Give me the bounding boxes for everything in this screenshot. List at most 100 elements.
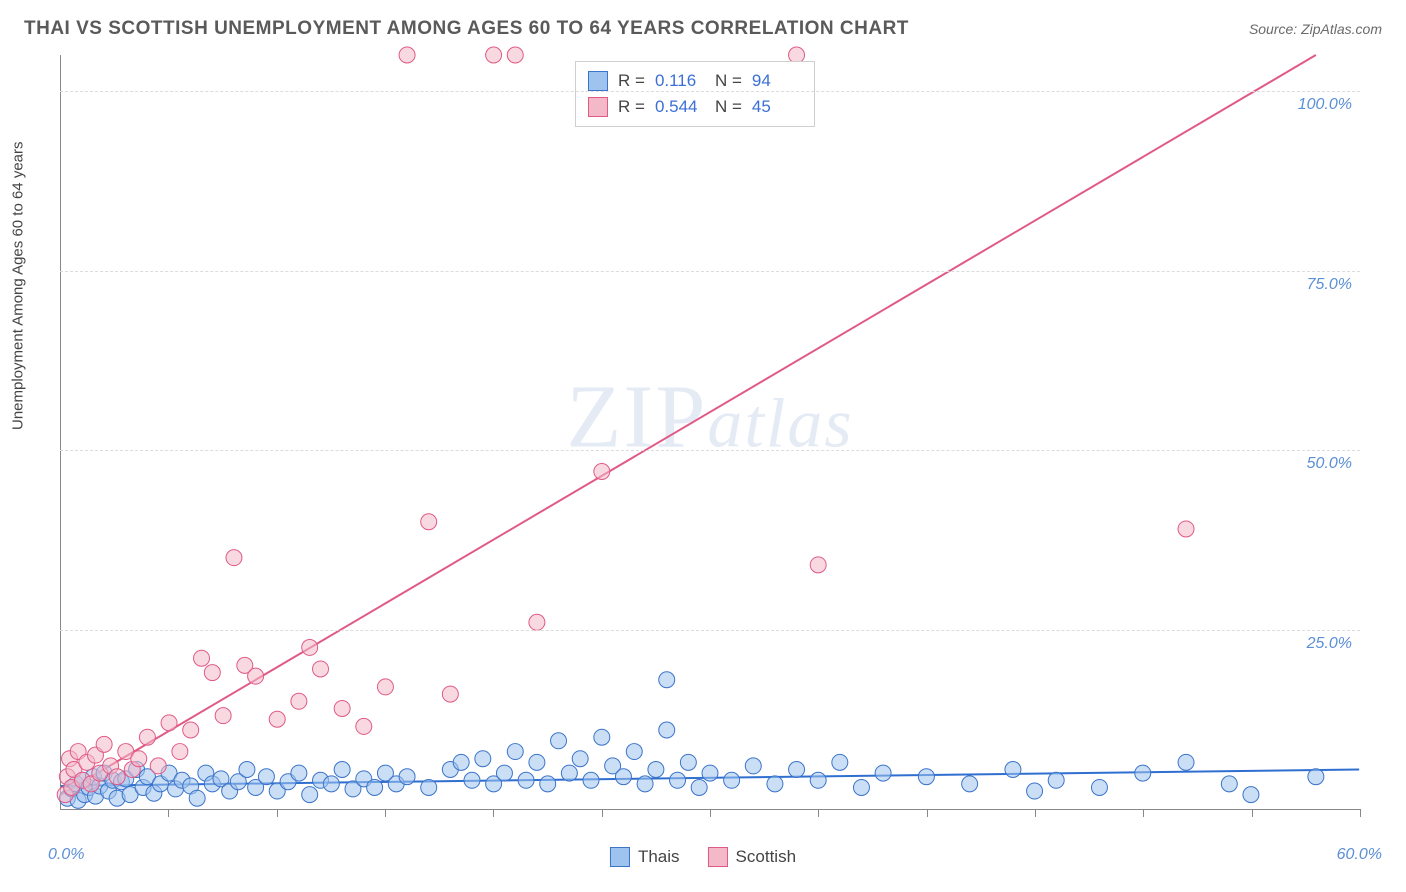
x-tick: [1360, 809, 1361, 817]
data-point: [302, 639, 318, 655]
legend-item: Thais: [610, 847, 680, 867]
data-point: [648, 762, 664, 778]
data-point: [626, 744, 642, 760]
legend-swatch: [588, 71, 608, 91]
data-point: [486, 47, 502, 63]
y-tick-label: 50.0%: [1307, 455, 1352, 473]
data-point: [507, 744, 523, 760]
data-point: [421, 779, 437, 795]
legend-row: R =0.544N =45: [588, 94, 802, 120]
data-point: [1178, 521, 1194, 537]
data-point: [637, 776, 653, 792]
data-point: [1005, 762, 1021, 778]
data-point: [670, 772, 686, 788]
data-point: [161, 715, 177, 731]
data-point: [659, 722, 675, 738]
legend-swatch: [610, 847, 630, 867]
series-legend: Thais Scottish: [610, 847, 796, 867]
data-point: [1091, 779, 1107, 795]
data-point: [810, 557, 826, 573]
legend-series-name: Thais: [638, 847, 680, 867]
legend-n-value: 45: [752, 94, 802, 120]
data-point: [1243, 787, 1259, 803]
y-tick-label: 25.0%: [1307, 635, 1352, 653]
gridline: [60, 91, 1360, 92]
data-point: [150, 758, 166, 774]
data-point: [1221, 776, 1237, 792]
data-point: [594, 729, 610, 745]
x-tick: [1143, 809, 1144, 817]
data-point: [1135, 765, 1151, 781]
data-point: [724, 772, 740, 788]
data-point: [248, 668, 264, 684]
data-point: [745, 758, 761, 774]
data-point: [453, 754, 469, 770]
gridline: [60, 450, 1360, 451]
data-point: [767, 776, 783, 792]
data-point: [918, 769, 934, 785]
legend-swatch: [588, 97, 608, 117]
legend-swatch: [708, 847, 728, 867]
data-point: [183, 722, 199, 738]
legend-series-name: Scottish: [736, 847, 796, 867]
data-point: [518, 772, 534, 788]
x-label-max: 60.0%: [1337, 846, 1382, 864]
x-tick: [277, 809, 278, 817]
legend-item: Scottish: [708, 847, 796, 867]
source-label: Source: ZipAtlas.com: [1249, 21, 1382, 37]
data-point: [172, 744, 188, 760]
data-point: [464, 772, 480, 788]
data-point: [875, 765, 891, 781]
data-point: [853, 779, 869, 795]
data-point: [421, 514, 437, 530]
data-point: [377, 679, 393, 695]
data-point: [313, 661, 329, 677]
legend-r-value: 0.544: [655, 94, 705, 120]
data-point: [615, 769, 631, 785]
data-point: [583, 772, 599, 788]
y-axis-title: Unemployment Among Ages 60 to 64 years: [10, 141, 27, 430]
x-tick: [1252, 809, 1253, 817]
x-tick: [710, 809, 711, 817]
data-point: [215, 708, 231, 724]
data-point: [194, 650, 210, 666]
y-tick-label: 100.0%: [1298, 96, 1352, 114]
data-point: [551, 733, 567, 749]
x-tick: [493, 809, 494, 817]
data-point: [204, 665, 220, 681]
data-point: [399, 47, 415, 63]
data-point: [1048, 772, 1064, 788]
data-point: [507, 47, 523, 63]
data-point: [810, 772, 826, 788]
data-point: [399, 769, 415, 785]
x-tick: [602, 809, 603, 817]
data-point: [367, 779, 383, 795]
data-point: [323, 776, 339, 792]
data-point: [96, 736, 112, 752]
data-point: [291, 693, 307, 709]
data-point: [189, 790, 205, 806]
data-point: [1178, 754, 1194, 770]
gridline: [60, 271, 1360, 272]
data-point: [529, 614, 545, 630]
data-point: [442, 686, 458, 702]
data-point: [561, 765, 577, 781]
data-point: [291, 765, 307, 781]
x-tick: [818, 809, 819, 817]
data-point: [239, 762, 255, 778]
y-tick-label: 75.0%: [1307, 276, 1352, 294]
data-point: [269, 711, 285, 727]
data-point: [302, 787, 318, 803]
data-point: [356, 718, 372, 734]
data-point: [226, 550, 242, 566]
data-point: [131, 751, 147, 767]
stats-legend: R =0.116N =94R =0.544N =45: [575, 61, 815, 127]
data-point: [258, 769, 274, 785]
data-point: [680, 754, 696, 770]
data-point: [962, 776, 978, 792]
chart-title: THAI VS SCOTTISH UNEMPLOYMENT AMONG AGES…: [24, 18, 909, 40]
data-point: [702, 765, 718, 781]
data-point: [496, 765, 512, 781]
data-point: [594, 464, 610, 480]
x-tick: [927, 809, 928, 817]
